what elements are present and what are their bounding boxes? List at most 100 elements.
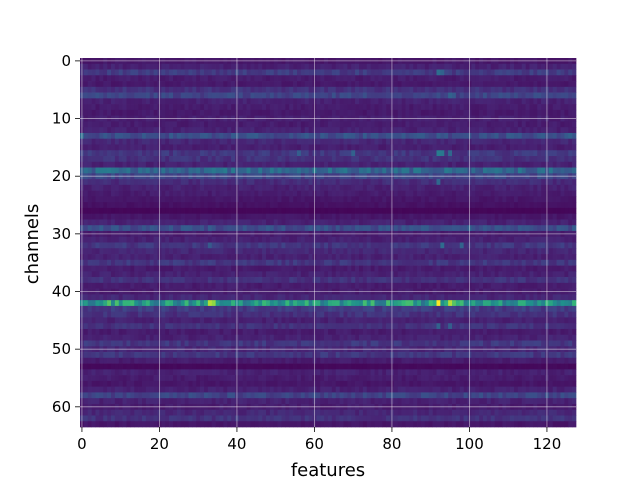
heatmap-cell <box>130 242 135 249</box>
heatmap-cell <box>207 265 213 272</box>
heatmap-cell <box>324 248 329 255</box>
heatmap-cell <box>521 202 526 209</box>
heatmap-cell <box>289 265 294 272</box>
heatmap-cell <box>517 132 523 140</box>
heatmap-cell <box>506 207 511 215</box>
heatmap-cell <box>455 265 461 272</box>
heatmap-cell <box>293 161 298 168</box>
heatmap-cell <box>421 156 426 163</box>
heatmap-cell <box>176 75 182 82</box>
heatmap-cell <box>428 161 433 168</box>
heatmap-cell <box>417 259 422 266</box>
heatmap-cell <box>366 254 371 261</box>
heatmap-cell <box>285 104 290 111</box>
heatmap-cell <box>308 254 313 261</box>
heatmap-cell <box>440 213 445 220</box>
heatmap-cell <box>114 132 120 140</box>
heatmap-cell <box>564 167 569 174</box>
heatmap-cell <box>308 161 313 168</box>
heatmap-cell <box>126 202 131 209</box>
heatmap-cell <box>149 92 154 99</box>
heatmap-cell <box>142 132 147 140</box>
heatmap-cell <box>347 259 352 266</box>
heatmap-cell <box>517 259 523 266</box>
heatmap-cell <box>552 225 557 232</box>
heatmap-cell <box>444 75 449 82</box>
heatmap-cell <box>424 259 430 266</box>
heatmap-cell <box>277 225 282 232</box>
heatmap-cell <box>316 254 321 261</box>
heatmap-cell <box>529 236 534 243</box>
heatmap-cell <box>204 92 209 99</box>
heatmap-cell <box>533 271 538 278</box>
heatmap-cell <box>238 213 244 220</box>
heatmap-cell <box>196 277 201 284</box>
heatmap-cell <box>343 242 348 249</box>
heatmap-cell <box>281 92 286 99</box>
heatmap-cell <box>471 86 476 93</box>
heatmap-cell <box>258 207 263 215</box>
heatmap-cell <box>401 213 406 220</box>
heatmap-cell <box>413 196 418 203</box>
heatmap-cell <box>517 184 523 191</box>
heatmap-cell <box>169 219 174 226</box>
heatmap-cell <box>521 213 526 220</box>
heatmap-cell <box>215 69 220 76</box>
heatmap-cell <box>316 98 321 105</box>
heatmap-cell <box>424 161 430 168</box>
heatmap-cell <box>223 81 228 88</box>
heatmap-cell <box>502 184 507 191</box>
heatmap-cell <box>304 75 309 82</box>
heatmap-cell <box>552 150 557 157</box>
heatmap-cell <box>506 236 511 243</box>
heatmap-cell <box>409 92 414 99</box>
heatmap-cell <box>572 150 577 157</box>
heatmap-cell <box>184 92 189 99</box>
heatmap-cell <box>378 86 383 93</box>
heatmap-cell <box>475 81 480 88</box>
heatmap-cell <box>277 156 282 163</box>
heatmap-cell <box>479 150 484 157</box>
heatmap-cell <box>277 127 282 134</box>
heatmap-cell <box>138 207 143 215</box>
heatmap-cell <box>335 121 340 128</box>
heatmap-cell <box>111 271 116 278</box>
heatmap-cell <box>223 265 228 272</box>
heatmap-cell <box>455 196 461 203</box>
heatmap-cell <box>91 248 96 255</box>
heatmap-cell <box>490 259 495 266</box>
heatmap-cell <box>339 254 344 261</box>
heatmap-cell <box>568 86 573 93</box>
heatmap-cell <box>432 86 437 93</box>
heatmap-cell <box>184 69 189 76</box>
heatmap-cell <box>405 81 410 88</box>
heatmap-cell <box>448 69 453 76</box>
heatmap-cell <box>393 81 399 88</box>
heatmap-cell <box>483 132 488 140</box>
heatmap-cell <box>517 138 523 145</box>
heatmap-cell <box>343 254 348 261</box>
heatmap-cell <box>335 190 340 197</box>
heatmap-cell <box>355 98 360 105</box>
heatmap-cell <box>149 167 154 174</box>
heatmap-cell <box>552 104 557 111</box>
heatmap-cell <box>145 86 151 93</box>
heatmap-cell <box>180 161 185 168</box>
heatmap-cell <box>328 127 333 134</box>
heatmap-cell <box>490 265 495 272</box>
heatmap-cell <box>455 271 461 278</box>
heatmap-cell <box>122 109 127 117</box>
heatmap-cell <box>386 63 391 70</box>
heatmap-cell <box>382 259 387 266</box>
heatmap-cell <box>192 92 197 99</box>
heatmap-cell <box>401 75 406 82</box>
heatmap-cell <box>83 271 89 278</box>
heatmap-cell <box>138 265 143 272</box>
heatmap-cell <box>215 161 220 168</box>
heatmap-cell <box>246 86 251 93</box>
heatmap-cell <box>254 277 259 284</box>
heatmap-cell <box>490 109 495 117</box>
heatmap-cell <box>308 86 313 93</box>
heatmap-cell <box>560 81 565 88</box>
heatmap-cell <box>118 213 123 220</box>
